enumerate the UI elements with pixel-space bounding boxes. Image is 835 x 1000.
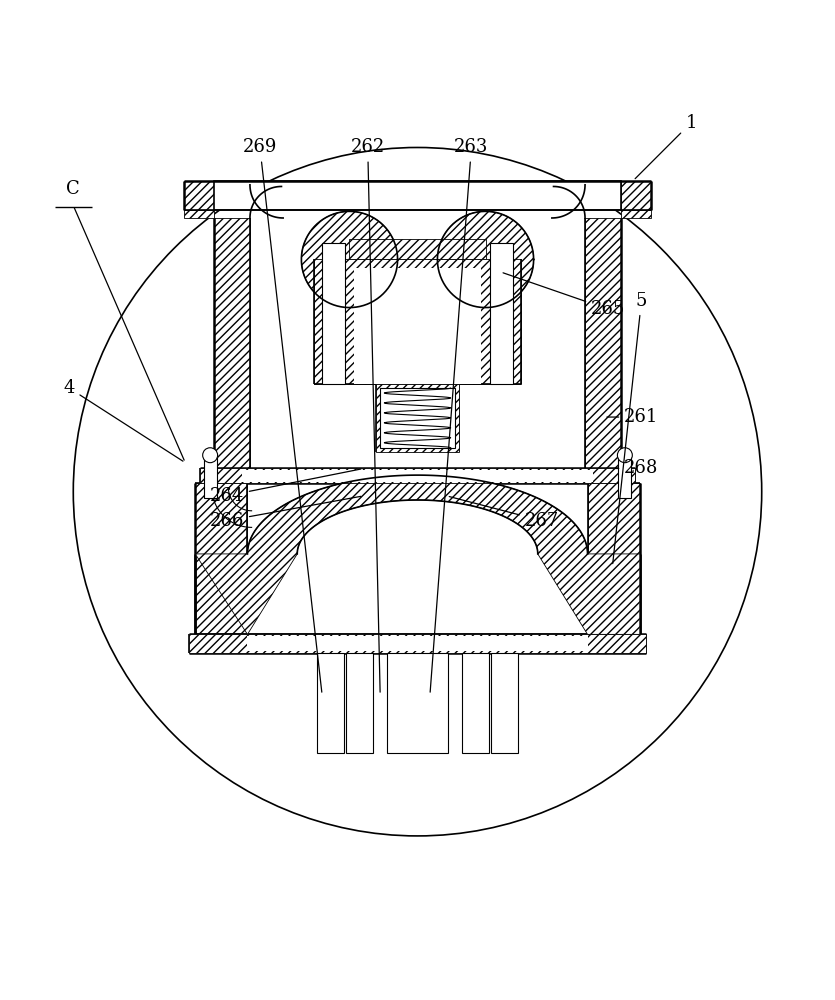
Text: 262: 262 xyxy=(351,138,385,692)
Polygon shape xyxy=(350,239,485,259)
Polygon shape xyxy=(387,653,448,753)
Polygon shape xyxy=(317,653,344,753)
Text: 1: 1 xyxy=(635,114,697,179)
Polygon shape xyxy=(241,470,594,482)
Polygon shape xyxy=(618,454,631,498)
Text: 267: 267 xyxy=(449,497,559,530)
Text: 263: 263 xyxy=(430,138,488,692)
Text: 264: 264 xyxy=(210,469,361,505)
Polygon shape xyxy=(215,181,620,210)
Polygon shape xyxy=(354,268,481,384)
Polygon shape xyxy=(588,483,640,634)
Polygon shape xyxy=(380,388,455,448)
Polygon shape xyxy=(204,454,217,498)
Polygon shape xyxy=(463,653,488,753)
Polygon shape xyxy=(250,218,585,468)
Polygon shape xyxy=(195,483,247,634)
Polygon shape xyxy=(322,243,346,384)
Polygon shape xyxy=(314,259,521,384)
Polygon shape xyxy=(184,181,215,210)
Polygon shape xyxy=(491,653,518,753)
Polygon shape xyxy=(247,483,588,634)
Text: 4: 4 xyxy=(63,379,183,461)
Text: 268: 268 xyxy=(615,459,659,477)
Polygon shape xyxy=(347,653,372,753)
Circle shape xyxy=(617,448,632,463)
Polygon shape xyxy=(585,218,620,468)
Polygon shape xyxy=(620,210,651,218)
Text: 269: 269 xyxy=(243,138,321,692)
Polygon shape xyxy=(301,211,397,308)
Polygon shape xyxy=(200,468,635,483)
Polygon shape xyxy=(438,211,534,308)
Text: 265: 265 xyxy=(503,273,625,318)
Polygon shape xyxy=(184,210,215,218)
Polygon shape xyxy=(489,243,513,384)
Polygon shape xyxy=(215,218,250,468)
Text: 266: 266 xyxy=(210,496,361,530)
Text: C: C xyxy=(67,180,80,198)
Polygon shape xyxy=(195,475,640,634)
Polygon shape xyxy=(247,636,588,651)
Polygon shape xyxy=(376,384,459,452)
Text: 5: 5 xyxy=(613,292,647,564)
Circle shape xyxy=(203,448,218,463)
Polygon shape xyxy=(189,634,646,653)
Polygon shape xyxy=(620,181,651,210)
Text: 261: 261 xyxy=(607,408,659,426)
